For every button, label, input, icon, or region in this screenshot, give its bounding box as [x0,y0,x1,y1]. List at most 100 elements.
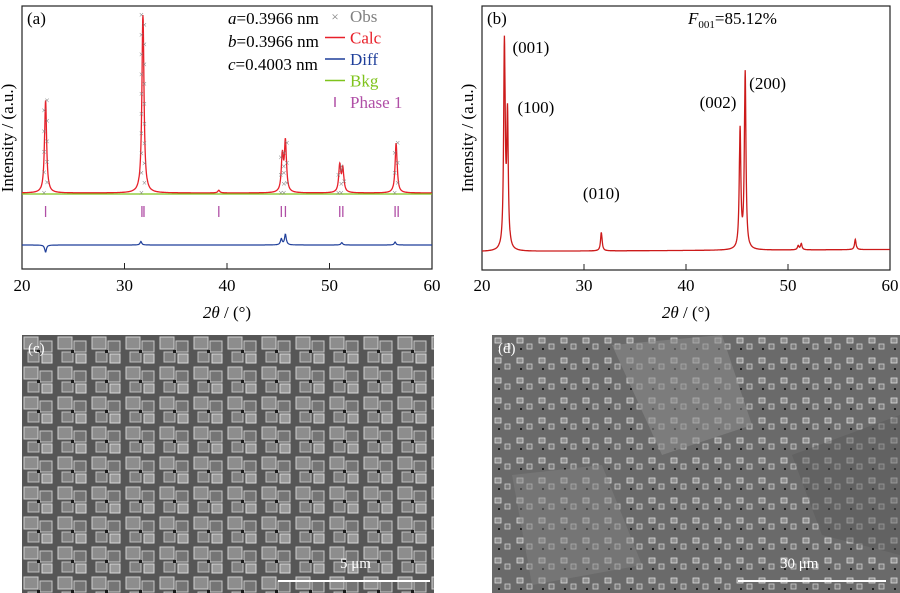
x-tick-label: 40 [219,276,236,295]
obs-point: × [284,178,289,188]
obs-point: × [278,170,283,180]
scale-bar-d [738,580,886,582]
x-tick-label: 40 [678,276,695,295]
obs-point: × [339,165,344,175]
obs-point: × [281,161,286,171]
x-tick-label: 30 [576,276,593,295]
obs-point: × [284,138,289,148]
scale-text-c: 5 μm [340,556,371,572]
x-tick-label: 60 [882,276,899,295]
obs-point: × [281,148,286,158]
legend-swatch-obs: × [331,9,338,24]
obs-point: × [42,188,47,198]
sem-image-d: (d) 30 μm [492,335,900,593]
obs-point: × [339,188,344,198]
x-tick-label: 30 [116,276,133,295]
obs-point: × [281,168,286,178]
obs-point: × [142,59,147,69]
legend-label-bkg: Bkg [350,72,379,91]
panel-b-x-ticks: 20 30 40 50 60 [474,264,899,295]
obs-point: × [42,106,47,116]
obs-point: × [278,152,283,162]
panel-b-f001: F001=85.12% [687,9,777,31]
sem-texture-c [22,335,434,593]
obs-point: × [142,40,147,50]
obs-point: × [142,119,147,129]
x-tick-label: 50 [780,276,797,295]
obs-point: × [139,188,144,198]
panel-b-xlabel: 2θ / (°) [662,303,710,322]
x-tick-label: 50 [321,276,338,295]
calc-line [22,14,432,194]
panel-b-chart: 20 30 40 50 60 (b) F001=85.12% (001) (100) (01… [458,5,899,322]
obs-point: × [42,167,47,177]
panel-a-chart: 20 30 40 50 60 ×××××××××××××××××××××××××××××… [0,5,441,322]
legend-label-calc: Calc [350,29,382,48]
obs-point: × [392,188,397,198]
peak-label: (200) [749,74,786,93]
obs-point: × [139,168,144,178]
obs-point: × [139,89,144,99]
sem-texture-d [492,335,900,593]
panel-a-legend: × Obs Calc Diff Bkg Phase 1 [325,7,402,112]
obs-point: × [392,168,397,178]
obs-point: × [142,20,147,30]
panel-b-label: (b) [487,9,507,28]
obs-point: × [342,176,347,186]
obs-point: × [139,50,144,60]
obs-point: × [139,129,144,139]
panel-a-x-ticks: 20 30 40 50 60 [14,263,441,295]
obs-point: × [142,158,147,168]
scale-text-d: 30 μm [780,556,819,572]
obs-point: × [139,30,144,40]
lattice-a: a=0.3966 nm [228,9,319,28]
lattice-b: b=0.3966 nm [228,32,319,51]
obs-point: × [142,139,147,149]
peak-label: (010) [583,184,620,203]
panel-b-marks [482,35,890,252]
scale-bar-c [278,580,430,582]
legend-label-phase-1: Phase 1 [350,93,402,112]
obs-point: × [395,178,400,188]
obs-point: × [45,178,50,188]
obs-point: × [395,138,400,148]
obs-point: × [142,178,147,188]
panel-a-marks: ××××××××××××××××××××××××××××××××××××××××… [22,10,432,253]
obs-point: × [139,10,144,20]
panel-a-lattice: a=0.3966 nm b=0.3966 nm c=0.4003 nm [228,9,319,74]
peak-label: (002) [700,93,737,112]
xrd-charts: 20 30 40 50 60 ×××××××××××××××××××××××××××××… [0,5,899,322]
panel-d-label: (d) [498,341,516,357]
obs-point: × [281,179,286,189]
panel-b-peak-labels: (001) (100) (010) (002) (200) [512,38,786,203]
obs-point: × [139,109,144,119]
obs-point: × [45,95,50,105]
obs-point: × [42,126,47,136]
diff-line [22,233,432,253]
obs-point: × [339,161,344,171]
x-tick-label: 20 [14,276,31,295]
panel-a-label: (a) [27,9,46,28]
panel-b-ylabel: Intensity / (a.u.) [458,84,477,193]
obs-point: × [284,158,289,168]
obs-point: × [281,188,286,198]
obs-point: × [45,116,50,126]
obs-point: × [392,148,397,158]
x-tick-label: 20 [474,276,491,295]
obs-point: × [45,157,50,167]
obs-point: × [139,148,144,158]
sem-image-c: (c) 5 μm [22,335,434,593]
panel-a-ylabel: Intensity / (a.u.) [0,84,17,193]
panel-c-label: (c) [28,341,45,357]
legend-label-diff: Diff [350,50,378,69]
peak-label: (100) [518,98,555,117]
obs-point: × [339,179,344,189]
obs-point: × [142,79,147,89]
obs-point: × [45,137,50,147]
obs-point: × [139,69,144,79]
obs-point: × [42,147,47,157]
obs-point: × [336,170,341,180]
obs-point: × [336,188,341,198]
peak-label: (001) [512,38,549,57]
xrd-line-b [482,35,890,252]
